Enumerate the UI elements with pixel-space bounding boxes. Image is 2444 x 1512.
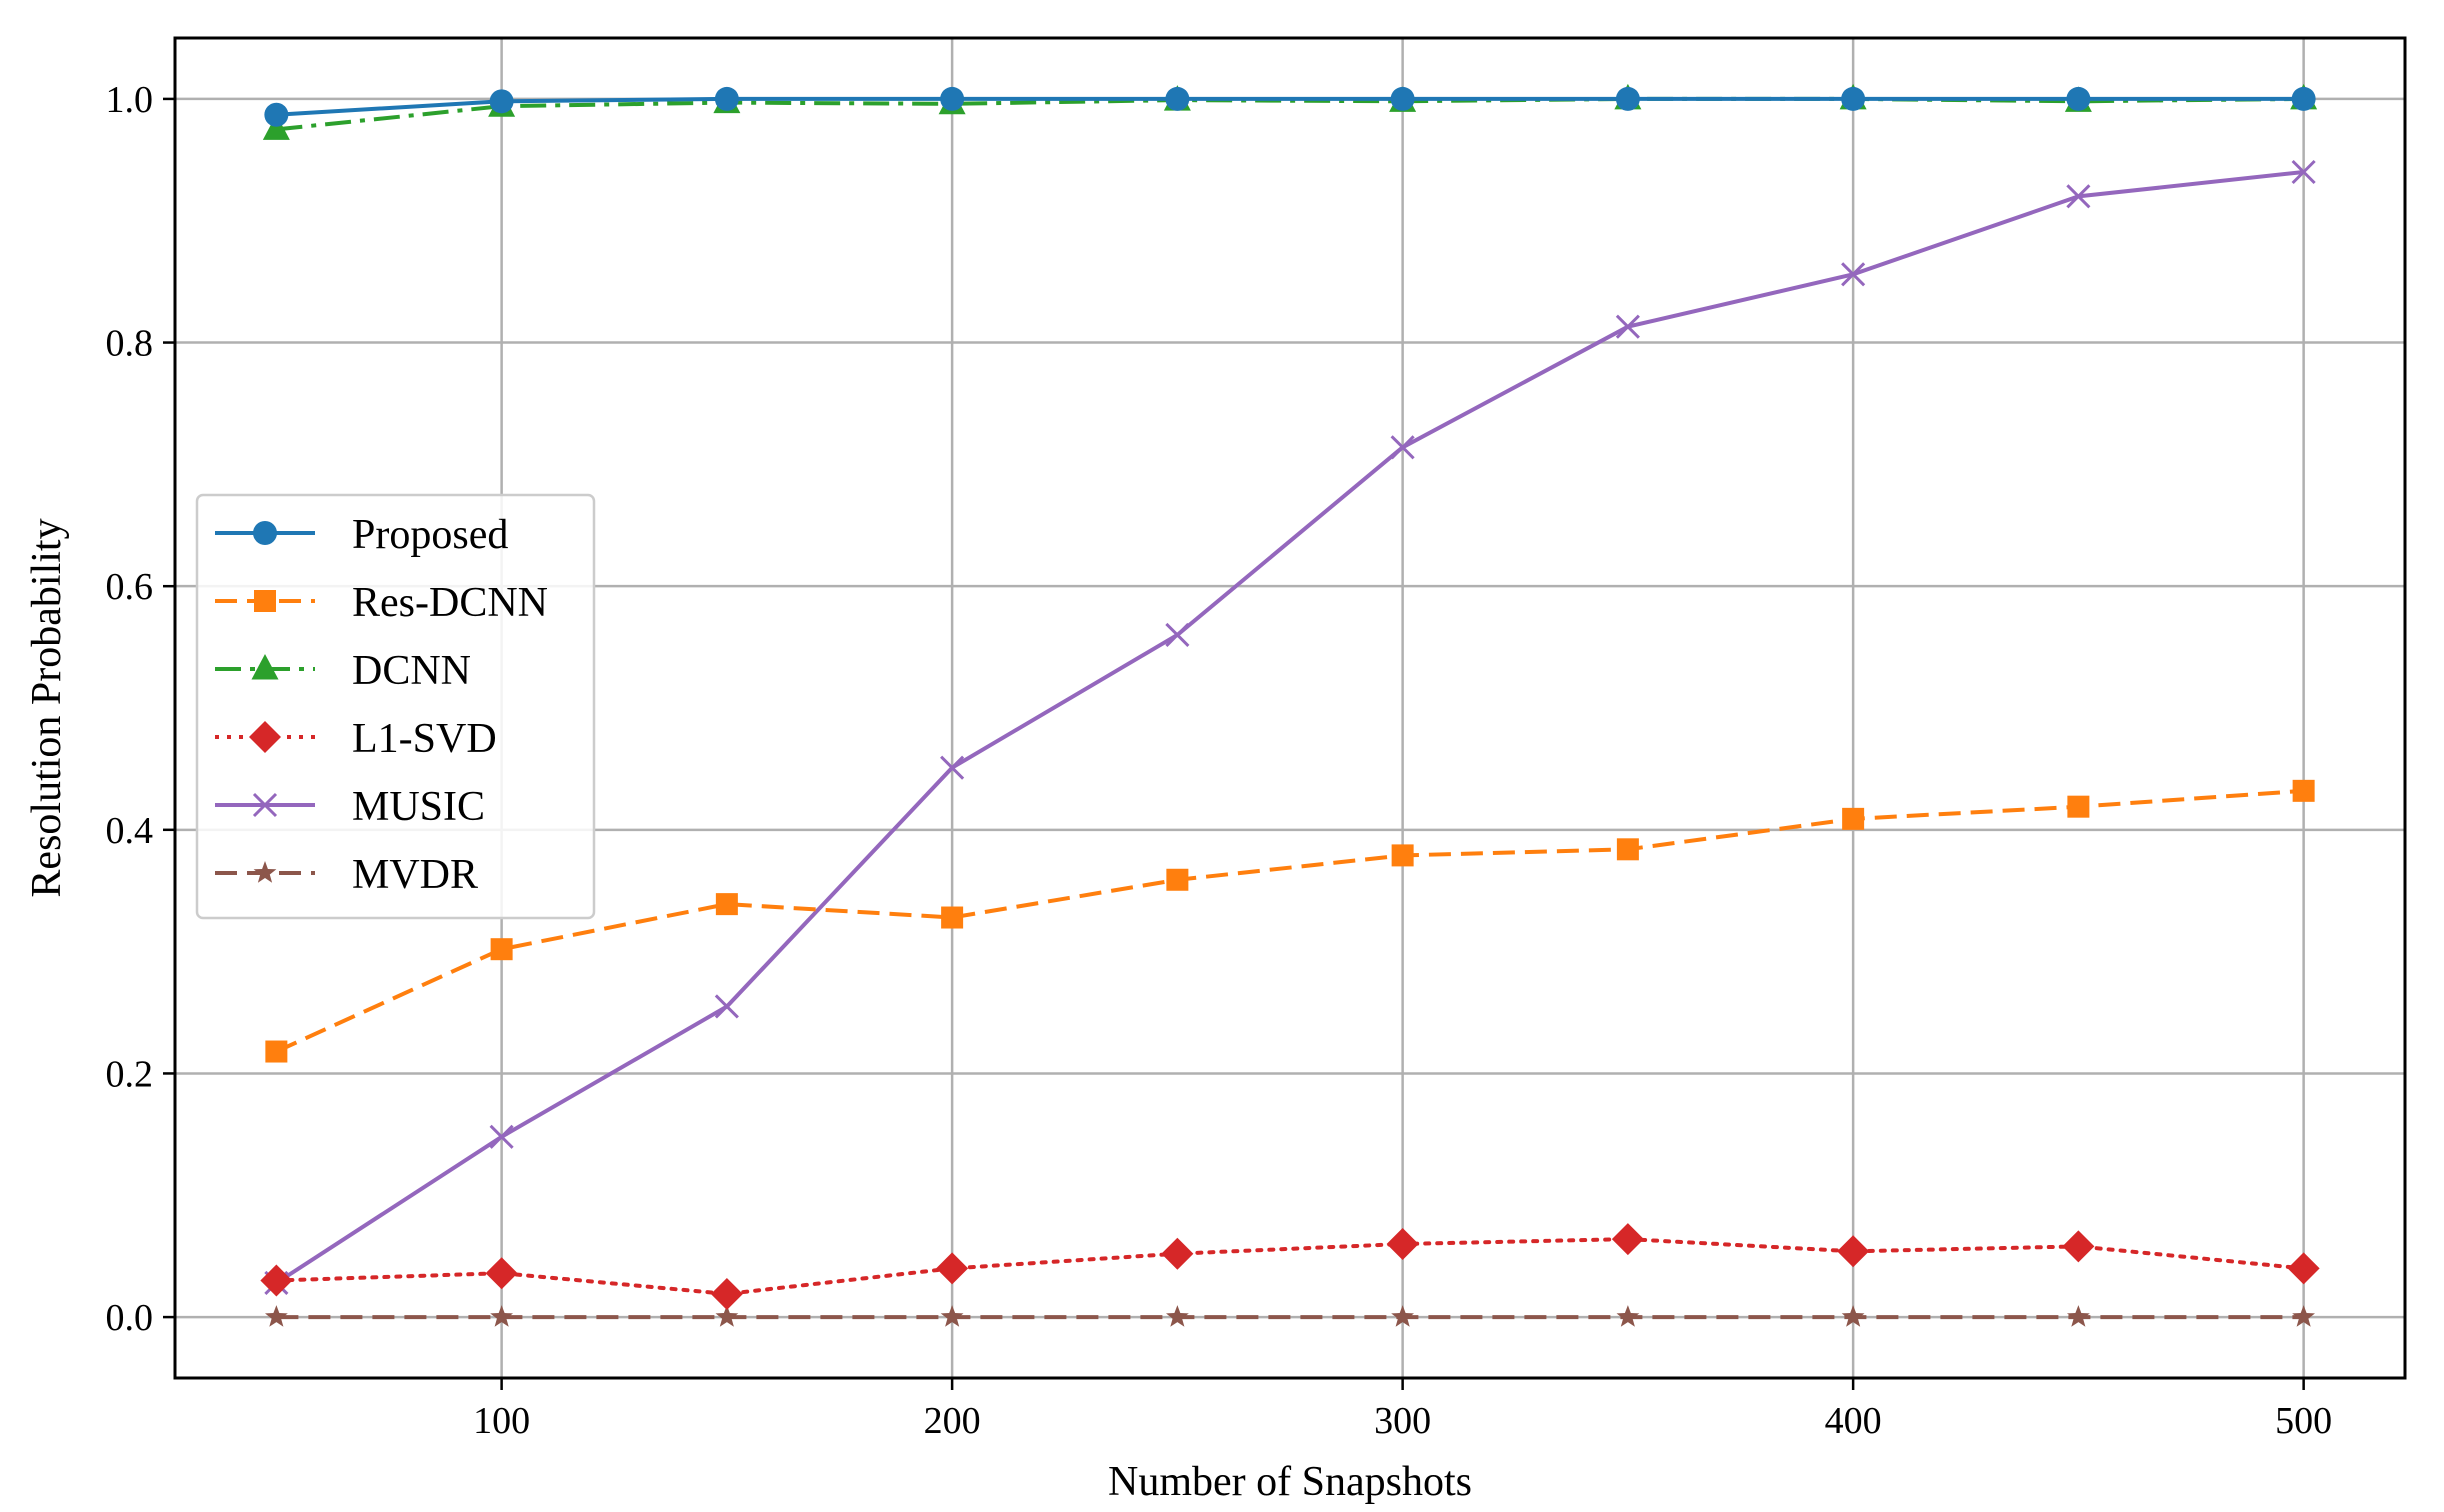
- data-point-music: [940, 755, 965, 780]
- data-point-res-dcnn: [1616, 838, 1639, 861]
- series-line-proposed: [276, 96, 2304, 117]
- legend-marker: [251, 654, 279, 680]
- y-tick-label: 0.2: [106, 1053, 154, 1095]
- data-point-proposed: [2066, 86, 2091, 111]
- x-tick-label: 200: [924, 1400, 981, 1442]
- data-point-res-dcnn: [715, 893, 738, 916]
- data-point-l1-svd: [1611, 1223, 1644, 1256]
- data-point-l1-svd: [2062, 1230, 2095, 1263]
- series-layer: [260, 83, 2320, 1327]
- legend-marker: [253, 861, 277, 883]
- legend-item-res-dcnn: Res-DCNN: [215, 580, 548, 626]
- y-tick-label: 0.6: [106, 566, 154, 608]
- data-point-l1-svd: [936, 1252, 969, 1285]
- series-music: [264, 159, 2316, 1296]
- legend-item-music: MUSIC: [215, 784, 485, 830]
- data-point-l1-svd: [1386, 1228, 1419, 1260]
- data-point-mvdr: [1166, 1305, 1189, 1327]
- data-point-res-dcnn: [2292, 779, 2315, 802]
- data-point-proposed: [1841, 86, 1866, 111]
- data-point-music: [714, 994, 739, 1019]
- data-point-music: [1615, 314, 1640, 339]
- x-tick-label: 100: [473, 1400, 530, 1442]
- data-point-music: [2066, 184, 2091, 209]
- data-point-music: [489, 1124, 514, 1149]
- data-point-music: [1390, 435, 1415, 460]
- data-point-mvdr: [1841, 1305, 1865, 1327]
- legend-item-proposed: Proposed: [215, 512, 508, 558]
- data-point-mvdr: [1391, 1305, 1414, 1327]
- plot-frame: [173, 36, 2407, 1380]
- series-proposed: [264, 86, 2316, 127]
- data-point-l1-svd: [260, 1264, 293, 1297]
- y-axis-label: Resolution Probability: [24, 518, 70, 897]
- data-point-l1-svd: [2287, 1252, 2320, 1285]
- data-point-mvdr: [2067, 1305, 2090, 1327]
- data-point-mvdr: [715, 1305, 739, 1327]
- data-point-proposed: [264, 102, 289, 127]
- data-point-res-dcnn: [1391, 844, 1414, 867]
- data-point-res-dcnn: [490, 938, 513, 961]
- legend-marker: [254, 590, 276, 612]
- data-point-res-dcnn: [2067, 795, 2090, 818]
- y-tick-label: 1.0: [106, 79, 154, 121]
- ticks: 100 200 300 400 500 0.0 0.2 0.4 0.6 0.8 1.0: [106, 79, 2333, 1442]
- data-point-proposed: [1165, 86, 1190, 111]
- data-point-proposed: [940, 86, 965, 111]
- legend-marker: [253, 521, 277, 545]
- series-line-res-dcnn: [275, 788, 2304, 1054]
- x-tick-label: 400: [1825, 1400, 1882, 1442]
- data-point-res-dcnn: [1166, 868, 1189, 891]
- legend-marker: [252, 792, 278, 818]
- data-point-proposed: [2291, 86, 2316, 111]
- series-res-dcnn: [265, 779, 2315, 1063]
- data-point-music: [2291, 159, 2316, 185]
- data-point-res-dcnn: [941, 906, 964, 929]
- legend-label: Proposed: [352, 512, 508, 558]
- x-tick-label: 300: [1374, 1400, 1431, 1442]
- legend-item-l1-svd: L1-SVD: [215, 716, 497, 762]
- data-point-mvdr: [2292, 1305, 2315, 1327]
- legend-label: MUSIC: [352, 784, 485, 830]
- x-axis-label: Number of Snapshots: [1108, 1459, 1472, 1505]
- data-point-music: [1165, 622, 1190, 647]
- legend-label: DCNN: [352, 648, 471, 694]
- x-tick-label: 500: [2275, 1400, 2332, 1442]
- legend-label: L1-SVD: [352, 716, 497, 762]
- legend-label: MVDR: [352, 852, 478, 898]
- legend-label: Res-DCNN: [352, 580, 548, 626]
- data-point-l1-svd: [485, 1257, 518, 1290]
- data-point-proposed: [714, 86, 739, 111]
- data-point-l1-svd: [1837, 1235, 1870, 1268]
- data-point-res-dcnn: [265, 1040, 288, 1063]
- data-point-proposed: [1390, 86, 1415, 111]
- series-line-l1-svd: [274, 1237, 2306, 1296]
- data-point-dcnn: [262, 114, 290, 140]
- data-point-l1-svd: [710, 1277, 743, 1310]
- legend-item-dcnn: DCNN: [215, 648, 471, 694]
- y-tick-label: 0.8: [106, 323, 154, 365]
- series-line-music: [275, 170, 2304, 1285]
- legend-item-mvdr: MVDR: [215, 852, 478, 898]
- data-point-mvdr: [1616, 1305, 1640, 1327]
- series-l1-svd: [260, 1223, 2320, 1310]
- data-point-mvdr: [490, 1305, 513, 1327]
- y-tick-label: 0.4: [106, 810, 154, 852]
- y-tick-label: 0.0: [106, 1297, 154, 1339]
- data-point-proposed: [489, 89, 514, 114]
- data-point-mvdr: [265, 1305, 288, 1327]
- data-point-l1-svd: [1161, 1237, 1194, 1270]
- legend-marker: [249, 721, 281, 753]
- data-point-mvdr: [940, 1305, 964, 1327]
- legend: Proposed Res-DCNN DCNN L1-SVD MUSIC MVDR: [195, 493, 596, 920]
- data-point-music: [1841, 262, 1866, 287]
- data-point-res-dcnn: [1842, 807, 1865, 830]
- data-point-proposed: [1615, 86, 1640, 111]
- series-mvdr: [265, 1305, 2315, 1327]
